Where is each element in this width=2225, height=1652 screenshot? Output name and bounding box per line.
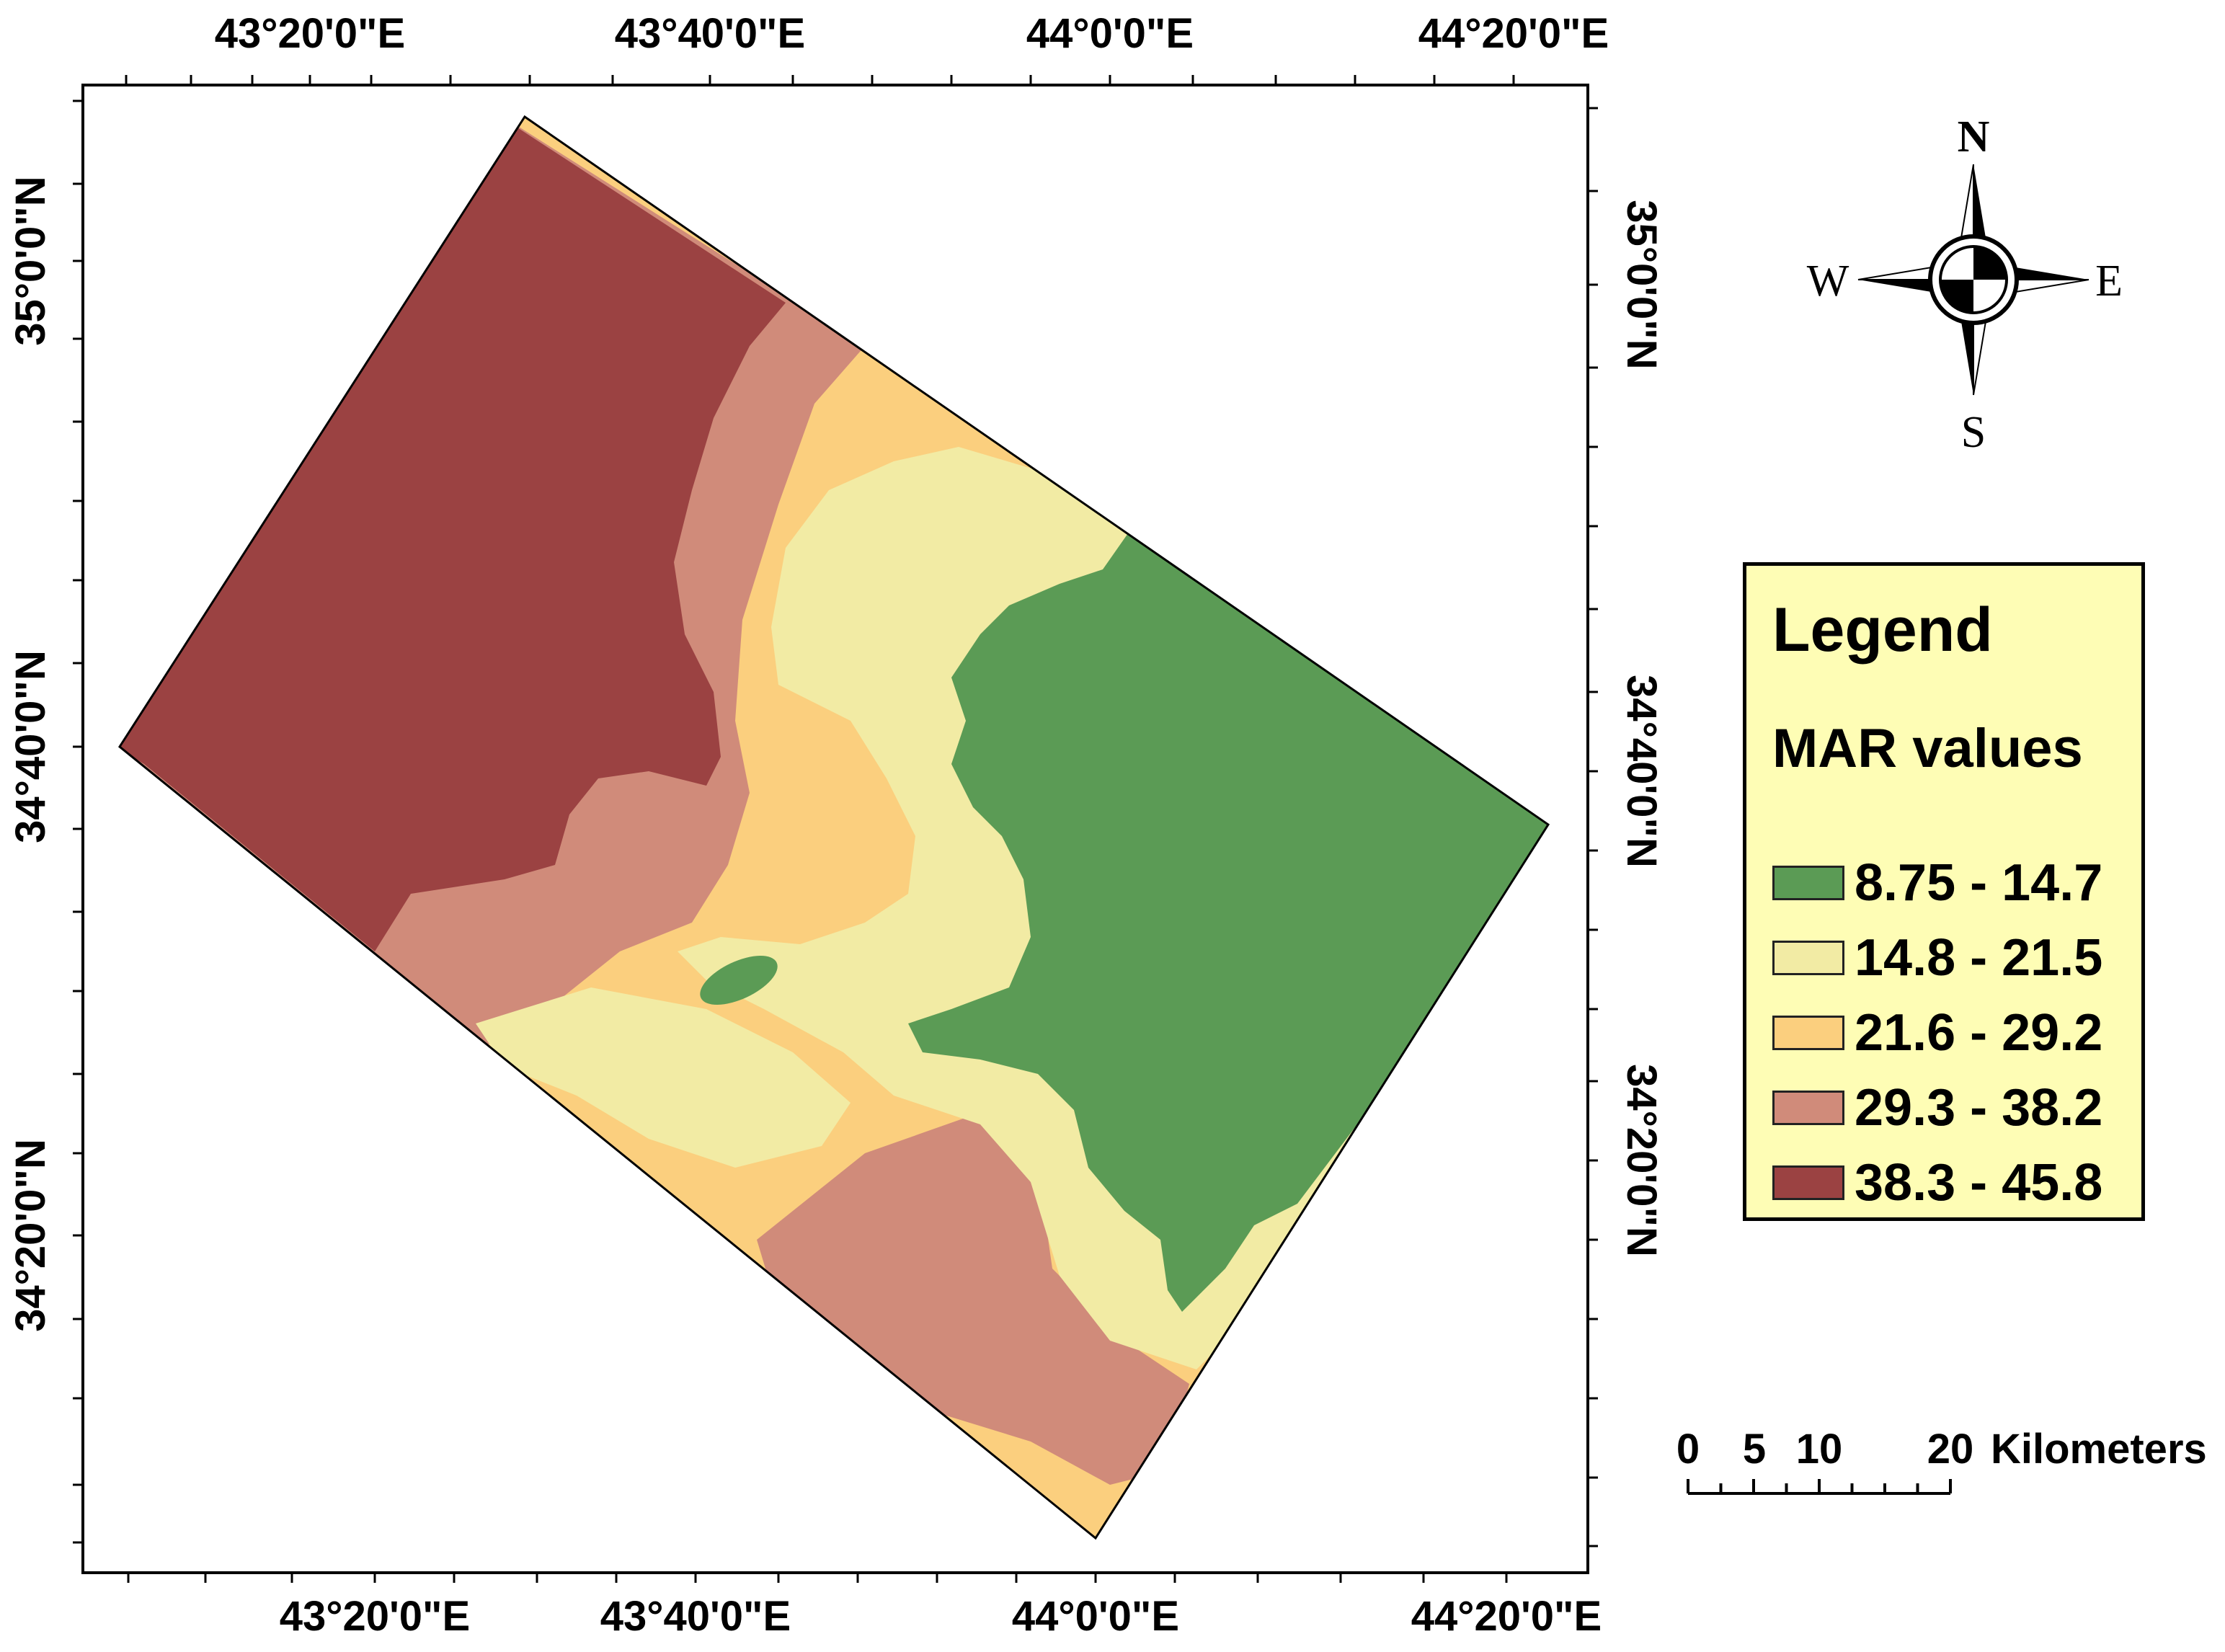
lat-label-right: 34°20'0"N — [1618, 1064, 1665, 1257]
scale-unit: Kilometers — [1991, 1426, 2207, 1473]
legend-swatch — [1772, 1165, 1844, 1200]
lon-label-top: 44°0'0"E — [1026, 10, 1194, 57]
lon-label-bottom: 43°20'0"E — [280, 1593, 470, 1640]
lon-label-bottom: 44°20'0"E — [1411, 1593, 1602, 1640]
scale-label-5: 5 — [1743, 1426, 1766, 1473]
legend-swatch — [1772, 1091, 1844, 1125]
scale-label-0: 0 — [1676, 1426, 1700, 1473]
legend-label: 14.8 - 21.5 — [1855, 929, 2103, 987]
legend-item: 14.8 - 21.5 — [1772, 929, 2102, 987]
lat-label-right: 35°0'0"N — [1618, 200, 1665, 369]
scale-bar: 0 5 10 20 Kilometers — [1676, 1426, 2207, 1495]
lat-label-left: 35°0'0"N — [7, 176, 54, 345]
mar-class-38-3-45-8-region — [120, 117, 786, 951]
legend-swatch — [1772, 941, 1844, 975]
lon-label-bottom: 44°0'0"E — [1012, 1593, 1179, 1640]
legend-label: 8.75 - 14.7 — [1855, 854, 2103, 912]
legend-item: 21.6 - 29.2 — [1772, 1004, 2102, 1062]
legend-box: Legend MAR values 8.75 - 14.7 14.8 - 21.5… — [1743, 562, 2145, 1221]
graticule-ticks: 43°20'0"E 43°40'0"E 44°0'0"E 44°20'0"E 43°20… — [7, 10, 1665, 1640]
legend-label: 29.3 - 38.2 — [1855, 1079, 2103, 1137]
compass-label-n: N — [1958, 112, 1990, 161]
legend-item: 8.75 - 14.7 — [1772, 854, 2102, 912]
mar-class-14-8-21-5-sw-strip — [476, 987, 851, 1168]
study-area-outline — [118, 115, 1550, 1540]
lat-label-right: 34°40'0"N — [1618, 675, 1665, 868]
mar-class-29-3-38-2-south-region — [757, 1110, 1189, 1485]
legend-label: 21.6 - 29.2 — [1855, 1004, 2103, 1062]
scale-label-20: 20 — [1927, 1426, 1974, 1473]
scale-bar-ticks — [1687, 1479, 1952, 1493]
lon-label-top: 43°20'0"E — [215, 10, 405, 57]
compass-rose: N S E W — [1807, 112, 2123, 457]
legend-label: 38.3 - 45.8 — [1855, 1154, 2103, 1212]
lat-label-left: 34°20'0"N — [7, 1139, 54, 1332]
lat-label-left: 34°40'0"N — [7, 650, 54, 843]
compass-label-e: E — [2095, 257, 2123, 306]
legend-swatch — [1772, 1016, 1844, 1050]
legend-subtitle: MAR values — [1772, 718, 2083, 779]
legend-item: 38.3 - 45.8 — [1772, 1154, 2102, 1212]
lon-label-top: 43°40'0"E — [615, 10, 805, 57]
legend-title: Legend — [1772, 595, 1993, 665]
lon-label-bottom: 43°40'0"E — [600, 1593, 791, 1640]
compass-label-s: S — [1961, 408, 1986, 457]
compass-label-w: W — [1807, 257, 1849, 306]
legend-item: 29.3 - 38.2 — [1772, 1079, 2102, 1137]
mar-class-8-75-14-7-patch — [700, 955, 778, 1005]
lon-label-top: 44°20'0"E — [1418, 10, 1609, 57]
scale-label-10: 10 — [1796, 1426, 1843, 1473]
legend-swatch — [1772, 866, 1844, 900]
